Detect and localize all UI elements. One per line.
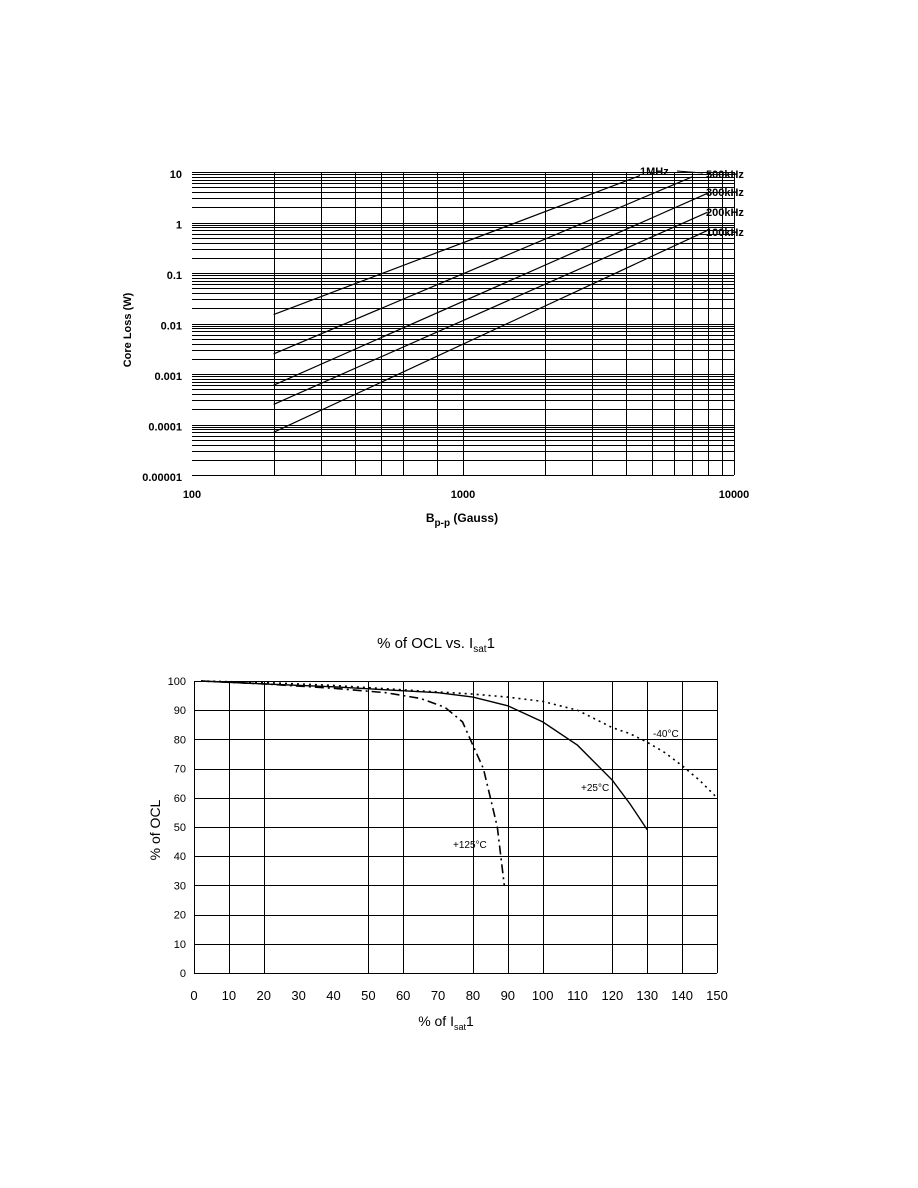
- series-line-+125°C: [200, 680, 506, 886]
- title-sub: sat: [473, 644, 487, 655]
- series-label-+125°C: +125°C: [453, 840, 487, 851]
- ocl-series-labels: -40°C +25°C +125°C: [453, 729, 679, 851]
- ocl-y-tick-labels: 0 10 20 30 40 50 60 70 80 90 100: [168, 676, 186, 980]
- core-loss-x-axis-label: Bp-p (Gauss): [426, 511, 498, 529]
- x-label-sub: p-p: [435, 518, 451, 529]
- y-tick-label: 0.0001: [148, 422, 182, 434]
- y-tick-label: 50: [174, 822, 186, 834]
- core-loss-chart: 100 1000 10000 10 1 0.1 0.01 0.001 0.0001 0.0000…: [122, 166, 749, 529]
- y-tick-label: 0.00001: [142, 472, 182, 484]
- x-tick-label: 20: [256, 988, 270, 1003]
- series-label-500kHz: 500kHz: [706, 169, 744, 181]
- x-label-main: B: [426, 511, 435, 525]
- x-tick-label: 100: [183, 489, 201, 501]
- ocl-grid: [194, 681, 718, 974]
- ocl-chart-title: % of OCL vs. Isat1: [377, 635, 495, 655]
- x-label-main: % of I: [418, 1013, 454, 1029]
- ocl-x-axis-label: % of Isat1: [418, 1013, 474, 1032]
- core-loss-x-tick-labels: 100 1000 10000: [183, 489, 749, 501]
- y-tick-label: 90: [174, 705, 186, 717]
- y-tick-label: 0.01: [161, 321, 182, 333]
- y-tick-label: 80: [174, 734, 186, 746]
- ocl-x-tick-labels: 0 10 20 30 40 50 60 70 80 90 100 110 120 130 140 150: [190, 988, 727, 1003]
- x-tick-label: 1000: [451, 489, 475, 501]
- x-tick-label: 130: [636, 988, 658, 1003]
- x-label-end: 1: [466, 1013, 474, 1029]
- y-tick-label: 40: [174, 851, 186, 863]
- x-tick-label: 50: [361, 988, 375, 1003]
- core-loss-series-labels: 1MHz 500kHz 300kHz 200kHz 100kHz: [640, 166, 744, 239]
- x-tick-label: 70: [431, 988, 445, 1003]
- series-label-200kHz: 200kHz: [706, 207, 744, 219]
- x-tick-label: 40: [326, 988, 340, 1003]
- y-tick-label: 10: [174, 939, 186, 951]
- x-tick-label: 10: [222, 988, 236, 1003]
- y-tick-label: 20: [174, 910, 186, 922]
- x-tick-label: 0: [190, 988, 197, 1003]
- core-loss-series: [273, 175, 708, 433]
- series-line-300kHz: [273, 192, 708, 386]
- core-loss-y-axis-label: Core Loss (W): [122, 292, 134, 367]
- core-loss-y-tick-labels: 10 1 0.1 0.01 0.001 0.0001 0.00001: [142, 169, 182, 484]
- x-label-rest: (Gauss): [450, 511, 498, 525]
- y-tick-label: 100: [168, 676, 186, 688]
- y-tick-label: 0.001: [154, 371, 182, 383]
- x-tick-label: 80: [466, 988, 480, 1003]
- y-tick-label: 1: [176, 220, 182, 232]
- series-label--40°C: -40°C: [653, 729, 679, 740]
- series-line-+25°C: [200, 680, 648, 831]
- x-tick-label: 100: [532, 988, 554, 1003]
- series-label-leader: [676, 170, 704, 174]
- x-tick-label: 140: [671, 988, 693, 1003]
- series-line--40°C: [200, 680, 718, 799]
- y-tick-label: 0: [180, 968, 186, 980]
- series-line-100kHz: [273, 229, 708, 433]
- series-line-500kHz: [273, 176, 693, 355]
- ocl-series: [200, 680, 718, 886]
- series-line-1MHz: [273, 175, 641, 316]
- y-tick-label: 30: [174, 880, 186, 892]
- y-tick-label: 60: [174, 793, 186, 805]
- y-tick-label: 70: [174, 764, 186, 776]
- ocl-chart: % of OCL vs. Isat1 0 10 20 30 40 50 60 70 80 90 10…: [147, 635, 728, 1032]
- x-tick-label: 30: [291, 988, 305, 1003]
- x-label-sub: sat: [454, 1022, 467, 1032]
- series-label-300kHz: 300kHz: [706, 187, 744, 199]
- x-tick-label: 110: [567, 988, 588, 1003]
- title-end: 1: [487, 635, 495, 652]
- series-line-200kHz: [273, 211, 708, 405]
- x-tick-label: 150: [706, 988, 728, 1003]
- x-tick-label: 10000: [719, 489, 750, 501]
- series-label-100kHz: 100kHz: [706, 227, 744, 239]
- y-tick-label: 0.1: [167, 270, 182, 282]
- title-main: % of OCL vs. I: [377, 635, 473, 652]
- x-tick-label: 90: [501, 988, 515, 1003]
- x-tick-label: 120: [602, 988, 624, 1003]
- x-tick-label: 60: [396, 988, 410, 1003]
- ocl-y-axis-label: % of OCL: [147, 799, 163, 860]
- y-tick-label: 10: [170, 169, 182, 181]
- series-label-+25°C: +25°C: [581, 783, 609, 794]
- series-label-1MHz: 1MHz: [640, 166, 669, 178]
